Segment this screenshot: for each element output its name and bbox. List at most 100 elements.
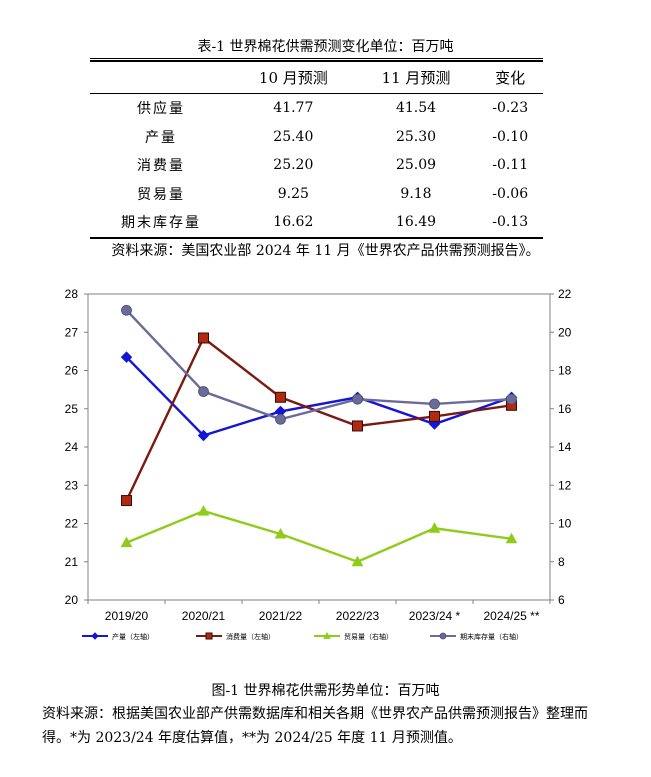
series-point: [506, 393, 517, 405]
x-axis-tick-label: 2022/23: [336, 609, 380, 623]
x-axis-tick-label: 2021/22: [259, 609, 303, 623]
cell-nov: 25.30: [395, 128, 437, 145]
series-point: [274, 527, 287, 539]
series-point: [120, 536, 133, 548]
series-point: [505, 532, 518, 544]
chart-svg: 20 21 22 23 24 25 26 27 28 6 8 10 12 14 16 18 20 22 2019/2…: [65, 287, 572, 641]
series-point: [351, 555, 364, 567]
series-point: [275, 413, 286, 425]
cell-nov: 41.54: [395, 100, 437, 117]
right-axis-tick-label: 10: [558, 517, 572, 531]
series-1: [121, 332, 517, 507]
cell-change: -0.06: [492, 185, 529, 202]
left-axis-tick-label: 28: [65, 287, 79, 301]
series-3: [121, 304, 517, 425]
x-axis-tick-label: 2020/21: [182, 609, 226, 623]
legend-item: 消费量（左轴）: [196, 632, 275, 641]
legend-marker: [439, 632, 447, 640]
series-line: [125, 336, 512, 502]
series-point: [428, 522, 441, 533]
figure-source-note: 资料来源：根据美国农业部产供需数据库和相关各期《世界农产品供需预测报告》整理而得…: [42, 706, 588, 746]
cotton-trend-chart: 20 21 22 23 24 25 26 27 28 6 8 10 12 14 16 18 20 22 2019/2…: [26, 272, 626, 652]
legend-marker: [205, 632, 213, 640]
left-axis-tick-label: 23: [65, 478, 79, 492]
right-axis-tick-label: 22: [558, 287, 572, 301]
header-oct: 10 月预测: [258, 69, 328, 87]
table-row: 产量 25.40 25.30 -0.10: [90, 123, 543, 152]
cell-oct: 25.20: [273, 157, 314, 174]
cell-nov: 25.09: [395, 157, 437, 174]
left-axis-tick-label: 22: [65, 517, 79, 531]
legend-item: 产量（左轴）: [82, 632, 154, 641]
cell-oct: 9.25: [277, 185, 309, 202]
x-axis-tick-label: 2023/24 *: [409, 609, 461, 623]
header-blank: [90, 61, 232, 94]
row-label: 贸易量: [137, 186, 185, 203]
table-source-note: 资料来源：美国农业部 2024 年 11 月《世界农产品供需预测报告》。: [111, 243, 540, 259]
cell-oct: 16.62: [273, 214, 314, 231]
series-line: [126, 509, 512, 564]
series-point: [352, 393, 363, 405]
series-point: [121, 304, 132, 316]
cell-change: -0.13: [492, 214, 529, 231]
right-axis-tick-label: 14: [558, 440, 572, 454]
left-axis-tick-label: 24: [65, 440, 79, 454]
row-label: 供应量: [137, 101, 185, 118]
series-point: [352, 420, 363, 432]
series-2: [120, 505, 518, 567]
header-change: 变化: [495, 69, 526, 87]
legend-item: 贸易量（右轴）: [314, 631, 393, 641]
right-axis-tick-label: 16: [558, 402, 572, 416]
series-point: [198, 386, 209, 397]
x-axis-tick-label: 2019/20: [105, 609, 149, 623]
legend-label: 贸易量（右轴）: [344, 632, 393, 641]
row-label: 消费量: [137, 158, 185, 175]
cell-oct: 25.40: [273, 128, 314, 145]
right-axis-tick-label: 6: [558, 593, 565, 607]
right-axis-tick-label: 12: [558, 478, 572, 492]
row-label: 产量: [145, 129, 177, 146]
series-line: [125, 309, 512, 421]
series-point: [429, 398, 440, 410]
legend-item: 期末库存量（右轴）: [430, 632, 523, 641]
legend-marker: [323, 631, 331, 639]
table-caption: 表-1 世界棉花供需预测变化单位：百万吨: [197, 39, 454, 55]
plot-area: [87, 293, 551, 601]
left-axis-tick-label: 26: [65, 364, 79, 378]
x-axis-tick-label: 2024/25 **: [483, 609, 539, 623]
table-row: 贸易量 9.25 9.18 -0.06: [90, 180, 543, 209]
table-row: 期末库存量 16.62 16.49 -0.13: [90, 208, 543, 238]
left-axis-tick-label: 25: [65, 402, 79, 416]
table-header-row: 10 月预测 11 月预测 变化: [90, 61, 543, 94]
series-line: [125, 356, 512, 437]
series-point: [197, 429, 210, 442]
cell-change: -0.10: [492, 128, 529, 145]
table-row: 消费量 25.20 25.09 -0.11: [90, 151, 543, 180]
left-axis-tick-label: 20: [65, 593, 79, 607]
supply-demand-table: 10 月预测 11 月预测 变化 供应量 41.77 41.54 -0.23 产…: [90, 60, 543, 239]
row-label: 期末库存量: [121, 215, 201, 232]
table-top-rule: [90, 58, 543, 59]
cell-nov: 16.49: [395, 214, 437, 231]
legend-marker: [91, 632, 99, 640]
right-axis-tick-label: 20: [558, 325, 572, 339]
table-row: 供应量 41.77 41.54 -0.23: [90, 94, 543, 123]
left-axis-tick-label: 27: [65, 325, 79, 339]
series-point: [120, 351, 133, 363]
legend-label: 消费量（左轴）: [226, 632, 275, 641]
series-point: [198, 332, 209, 344]
legend-label: 产量（左轴）: [112, 632, 154, 641]
series-point: [121, 495, 132, 507]
left-axis-tick-label: 21: [65, 555, 79, 569]
right-axis-tick-label: 8: [558, 555, 565, 569]
cell-oct: 41.77: [273, 100, 314, 117]
series-point: [197, 505, 210, 516]
header-nov: 11 月预测: [381, 69, 451, 87]
series-point: [275, 391, 286, 403]
cell-change: -0.11: [492, 157, 529, 174]
right-axis-tick-label: 18: [558, 364, 572, 378]
cell-nov: 9.18: [400, 185, 432, 202]
figure-caption: 图-1 世界棉花供需形势单位：百万吨: [211, 683, 440, 699]
cell-change: -0.23: [492, 100, 529, 117]
series-point: [429, 410, 440, 422]
